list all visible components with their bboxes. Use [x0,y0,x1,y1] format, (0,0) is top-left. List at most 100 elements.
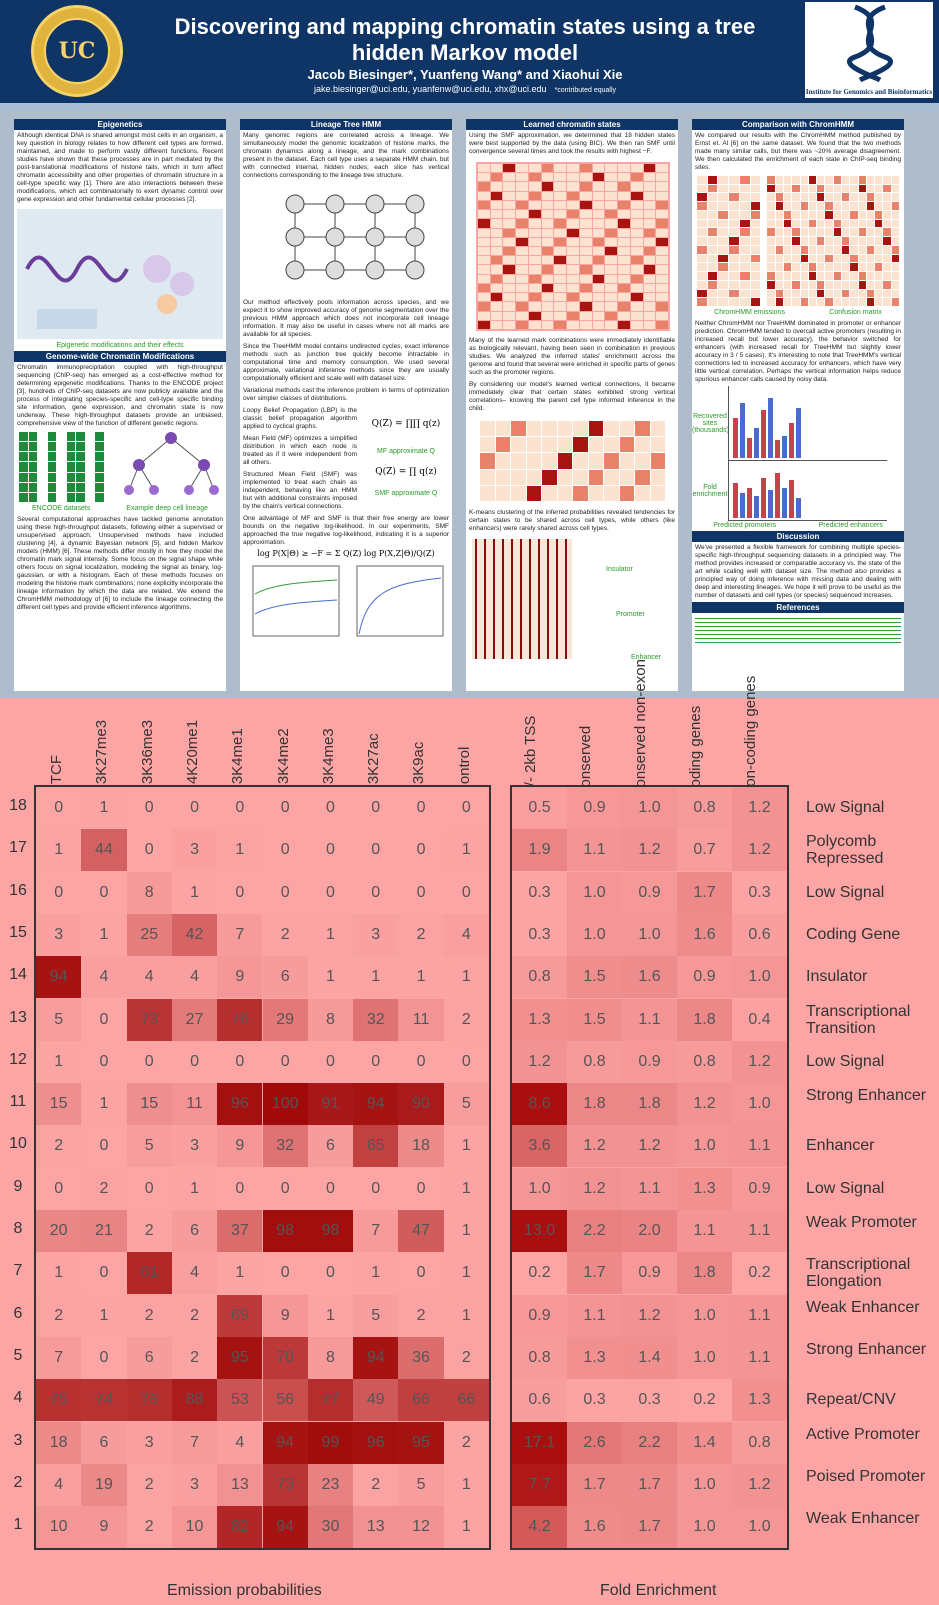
emission-cell: 2 [126,1294,172,1337]
mini-cell [883,210,891,219]
mini-cell [635,453,650,469]
emission-cell: 0 [443,787,489,829]
mini-cell [697,289,707,298]
mini-cell [503,302,516,311]
mini-cell [775,289,783,298]
emission-cell: 3 [36,913,82,956]
mf-bullet: Mean Field (MF) optimizes a simplified d… [243,435,357,466]
mini-cell [883,280,891,289]
mini-cell [866,176,875,184]
state-number: 12 [9,1050,27,1068]
mini-cell [825,263,833,272]
mini-cell [739,184,750,193]
enrichment-cell: 1.8 [677,1252,732,1295]
state-number: 6 [13,1304,23,1322]
emission-cell: 10 [36,1506,82,1549]
cell-lineage-figure [124,432,220,495]
mini-cell [729,298,739,306]
emission-cell: 76 [217,998,263,1041]
mini-cell [567,228,579,237]
mini-cell [579,182,592,191]
enrichment-cell: 0.6 [512,1379,567,1422]
emission-cell: 0 [262,1252,308,1295]
emission-cell: 25 [126,913,172,956]
seal-center: UC [44,18,110,84]
bar [789,423,794,458]
mini-cell [767,263,775,272]
mini-cell [792,254,800,263]
kmeans-heatmap [472,539,572,659]
mini-cell [554,164,567,173]
mini-cell [739,193,750,202]
emission-cell: 1 [443,1167,489,1210]
mini-cell [729,219,739,228]
emission-cell: 1 [443,1252,489,1295]
mini-cell [478,219,490,228]
mini-cell [739,263,750,272]
mini-cell [630,191,643,200]
mini-cell [635,469,650,485]
mini-cell [516,210,528,219]
state-label: Strong Enhancer [806,1087,927,1105]
emission-axis-label: Emission probabilities [167,1582,322,1599]
section-heading-epigenetics: Epigenetics [14,119,226,130]
mini-cell [541,228,554,237]
mini-cell [567,283,579,293]
mini-cell [630,246,643,256]
enrichment-cell: 0.8 [512,1336,567,1379]
mini-cell [792,210,800,219]
mini-cell [800,176,808,184]
mini-cell [891,245,899,254]
emission-cell: 12 [398,1506,444,1549]
mini-cell [516,320,528,329]
mini-cell [817,202,825,210]
mini-cell [643,311,656,320]
mini-cell [783,245,792,254]
encode-cell [66,462,76,472]
mini-cell [656,320,668,329]
encode-cell [95,442,104,452]
mini-cell [750,237,761,245]
mini-cell [800,193,808,202]
emission-cell: 32 [262,1125,308,1168]
mini-cell [478,320,490,329]
equal-contribution-note: *contributed equally [554,87,617,94]
insulator-label: Insulator [606,566,633,573]
emission-cell: 4 [443,913,489,956]
mini-cell [866,263,875,272]
column-header-text: conserved non-exon [632,659,649,795]
mini-cell [554,237,567,246]
column-header-text: non-coding genes [742,675,759,795]
encode-cell [38,492,47,502]
mini-cell [478,237,490,246]
mini-cell [739,176,750,184]
mini-cell [511,469,526,485]
mini-cell [718,202,729,210]
mini-cell [783,176,792,184]
mini-cell [554,293,567,302]
mini-cell [891,219,899,228]
mini-cell [542,437,557,453]
mini-cell [592,302,605,311]
emission-column-header: H3K36me3 [139,707,163,795]
enrichment-column-header: +/- 2kb TSS [522,707,546,795]
state-label: Poised Promoter [806,1467,926,1485]
bar [789,480,794,518]
mini-cell [875,202,883,210]
enrichment-cell: 1.0 [677,1506,732,1549]
mini-cell [792,289,800,298]
mini-cell [503,246,516,256]
mini-cell [573,437,588,453]
mini-cell [618,302,630,311]
emission-cell: 0 [81,1336,127,1379]
mini-cell [875,280,883,289]
mini-cell [557,453,572,469]
mini-cell [503,164,516,173]
mini-cell [750,193,761,202]
mini-cell [739,272,750,280]
mini-cell [850,289,858,298]
mini-cell [643,283,656,293]
mini-cell [718,280,729,289]
mini-cell [554,219,567,228]
bar [747,438,752,458]
